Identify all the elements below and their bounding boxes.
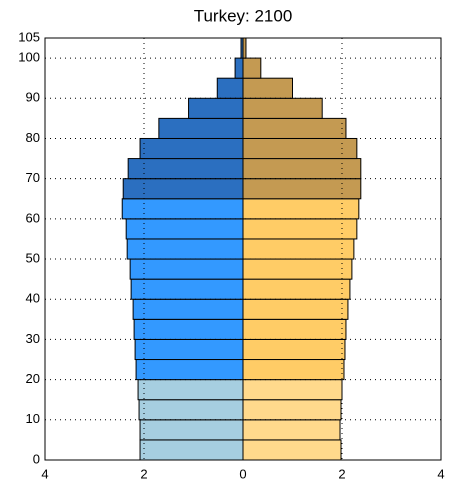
y-tick-label: 20	[26, 371, 40, 386]
chart-title: Turkey: 2100	[194, 6, 293, 25]
y-tick-label: 30	[26, 331, 40, 346]
bar	[127, 158, 244, 180]
bar	[242, 57, 262, 79]
bar	[216, 77, 244, 99]
bar	[242, 379, 343, 401]
bar	[242, 258, 353, 280]
bar	[242, 318, 347, 340]
bar	[134, 338, 244, 361]
bar	[242, 238, 355, 260]
bar	[242, 218, 358, 240]
bar	[158, 117, 244, 139]
bar	[242, 399, 342, 421]
bar	[129, 258, 244, 280]
bar	[139, 137, 244, 160]
x-tick-label: 2	[338, 466, 345, 481]
x-tick-label: 2	[140, 466, 147, 481]
bar	[135, 359, 244, 381]
y-tick-label: 40	[26, 291, 40, 306]
x-tick-label: 4	[437, 466, 444, 481]
bar	[122, 178, 244, 200]
y-tick-label: 105	[18, 29, 40, 44]
bar	[242, 419, 341, 441]
bar	[242, 439, 342, 461]
bar	[130, 278, 244, 300]
bar	[242, 198, 360, 220]
y-tick-label: 100	[18, 50, 40, 65]
bar	[242, 117, 347, 139]
bar	[242, 97, 323, 119]
y-tick-label: 70	[26, 170, 40, 185]
y-tick-label: 60	[26, 210, 40, 225]
y-tick-label: 90	[26, 90, 40, 105]
bar	[188, 97, 244, 119]
bar	[132, 298, 244, 320]
bar	[242, 338, 346, 361]
y-tick-label: 10	[26, 411, 40, 426]
bar	[138, 399, 244, 421]
bar	[133, 318, 244, 340]
bar	[126, 238, 244, 260]
x-tick-label: 4	[41, 466, 48, 481]
bar	[242, 298, 349, 320]
bar	[242, 178, 362, 200]
bar	[139, 439, 244, 461]
bar	[242, 278, 351, 300]
bar	[242, 77, 293, 99]
bar	[242, 158, 362, 180]
bar	[139, 419, 244, 441]
bar	[242, 137, 358, 160]
bar	[121, 198, 244, 220]
plot-frame	[44, 37, 442, 461]
y-tick-label: 80	[26, 130, 40, 145]
y-tick-label: 50	[26, 250, 40, 265]
bar	[137, 379, 244, 401]
bar	[242, 359, 345, 381]
bar	[234, 57, 244, 79]
x-tick-label: 0	[239, 466, 246, 481]
y-tick-label: 0	[33, 451, 40, 466]
